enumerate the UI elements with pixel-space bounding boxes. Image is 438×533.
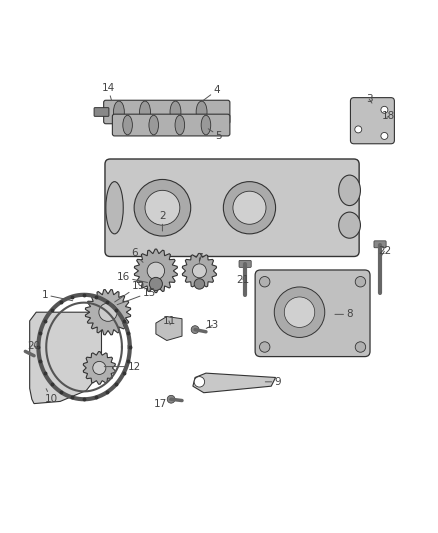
Circle shape [134,180,191,236]
FancyBboxPatch shape [113,114,230,136]
Circle shape [191,326,199,334]
Circle shape [194,377,205,387]
Ellipse shape [339,212,360,238]
Polygon shape [30,312,102,403]
FancyBboxPatch shape [239,261,251,268]
Circle shape [259,277,270,287]
Polygon shape [193,373,276,393]
Circle shape [99,303,117,321]
Text: 8: 8 [335,309,353,319]
Ellipse shape [149,115,159,135]
Circle shape [284,297,315,327]
FancyBboxPatch shape [105,159,359,256]
Ellipse shape [201,115,211,135]
Ellipse shape [140,101,150,123]
Polygon shape [85,289,131,335]
Text: 21: 21 [237,274,250,285]
Text: 2: 2 [159,212,166,231]
Text: 1: 1 [42,290,73,301]
Text: 13: 13 [206,320,219,330]
Circle shape [381,107,388,114]
Circle shape [145,190,180,225]
Circle shape [167,395,175,403]
Text: 20: 20 [28,341,41,351]
Circle shape [147,262,165,279]
Circle shape [259,342,270,352]
Text: 7: 7 [196,253,203,263]
Text: 10: 10 [45,389,58,404]
FancyBboxPatch shape [374,241,386,248]
Circle shape [274,287,325,337]
Circle shape [355,342,366,352]
Text: 11: 11 [162,316,176,326]
FancyBboxPatch shape [104,100,230,124]
Ellipse shape [113,101,124,123]
Polygon shape [182,254,216,288]
Text: 4: 4 [201,85,220,102]
Ellipse shape [196,101,207,123]
Text: 14: 14 [101,83,115,101]
Circle shape [355,277,366,287]
Text: 19: 19 [115,281,145,302]
Text: 22: 22 [378,246,391,256]
Circle shape [194,279,205,289]
Polygon shape [156,317,182,341]
Circle shape [381,133,388,140]
Circle shape [149,277,162,290]
Ellipse shape [170,101,181,123]
Circle shape [233,191,266,224]
Circle shape [93,361,106,375]
Text: 6: 6 [131,248,143,262]
Text: 9: 9 [265,377,281,387]
Text: 12: 12 [104,361,141,372]
Circle shape [223,182,276,234]
Ellipse shape [175,115,185,135]
Text: 5: 5 [208,129,223,141]
FancyBboxPatch shape [255,270,370,357]
FancyBboxPatch shape [350,98,394,144]
Text: 3: 3 [366,94,372,104]
Text: 18: 18 [382,111,396,122]
Circle shape [355,126,362,133]
Text: 16: 16 [117,272,148,282]
Circle shape [192,264,206,278]
Text: 15: 15 [117,288,156,305]
Ellipse shape [123,115,132,135]
Polygon shape [83,352,115,384]
Ellipse shape [339,175,360,206]
Text: 17: 17 [154,399,170,409]
FancyBboxPatch shape [94,108,109,116]
Polygon shape [134,249,177,293]
Ellipse shape [106,182,123,234]
